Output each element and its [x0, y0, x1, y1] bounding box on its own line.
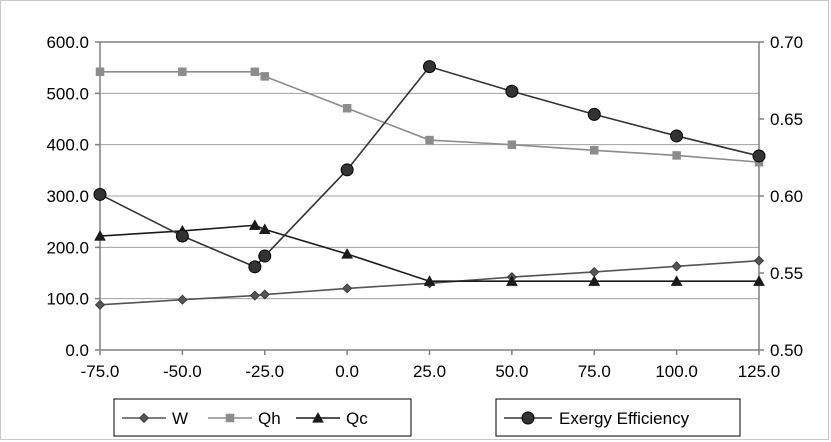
- x-tick-label: 75.0: [578, 362, 611, 381]
- legend-label: W: [172, 409, 188, 428]
- x-tick-label: 100.0: [655, 362, 698, 381]
- legend-marker: [225, 413, 235, 423]
- data-point-marker: [342, 103, 352, 113]
- data-point-marker: [752, 149, 766, 163]
- data-point-marker: [672, 151, 681, 160]
- data-point-marker: [342, 283, 353, 294]
- axis-ticks: 0.0 100.0 200.0 300.0 400.0 500.0 600.0 0.50 0.5…: [46, 33, 803, 381]
- data-point-marker: [423, 60, 436, 74]
- data-point-marker: [94, 299, 106, 310]
- data-point-marker: [753, 275, 765, 286]
- legend-label: Qh: [258, 409, 281, 428]
- data-point-marker: [94, 230, 106, 241]
- y-tick-label: 300.0: [46, 187, 89, 206]
- data-point-marker: [670, 275, 683, 286]
- legend-marker: [521, 411, 535, 425]
- x-tick-label: 125.0: [738, 362, 781, 381]
- data-point-marker: [95, 67, 105, 77]
- y-tick-label: 400.0: [46, 136, 89, 155]
- data-point-marker: [249, 290, 260, 301]
- legend-marker: [138, 412, 150, 424]
- y-tick-label: 0.0: [65, 341, 89, 360]
- series-line: [99, 224, 759, 283]
- legend-right: Exergy Efficiency: [495, 398, 741, 437]
- y2-tick-label: 0.60: [770, 187, 803, 206]
- data-point-marker: [250, 67, 260, 77]
- data-point-marker: [258, 223, 271, 235]
- x-tick-label: 0.0: [335, 362, 359, 381]
- data-point-marker: [177, 294, 188, 305]
- x-tick-label: -75.0: [81, 362, 120, 381]
- x-tick-label: -25.0: [245, 362, 284, 381]
- data-point-marker: [587, 107, 601, 121]
- legend-label: Exergy Efficiency: [559, 409, 690, 428]
- x-tick-label: -50.0: [163, 362, 202, 381]
- data-point-marker: [248, 260, 262, 274]
- data-point-marker: [260, 72, 269, 81]
- data-point-marker: [505, 84, 519, 98]
- y2-tick-label: 0.70: [770, 33, 803, 52]
- data-point-marker: [340, 163, 354, 177]
- data-point-marker: [178, 67, 187, 77]
- y-tick-label: 600.0: [46, 33, 89, 52]
- data-point-marker: [507, 140, 517, 149]
- data-point-marker: [589, 266, 600, 278]
- data-point-marker: [425, 135, 434, 145]
- data-point-marker: [671, 261, 682, 272]
- data-point-marker: [753, 255, 765, 266]
- legend-marker: [312, 411, 324, 423]
- x-tick-label: 50.0: [495, 362, 528, 381]
- data-point-marker: [423, 275, 436, 286]
- legend-left: W Qh Qc: [113, 398, 412, 437]
- y2-tick-label: 0.55: [770, 264, 803, 283]
- data-point-marker: [505, 275, 518, 286]
- x-tick-label: 25.0: [413, 362, 446, 381]
- y2-tick-label: 0.50: [770, 341, 803, 360]
- y-tick-label: 500.0: [46, 84, 89, 103]
- data-point-marker: [590, 146, 599, 155]
- data-point-marker: [248, 219, 261, 230]
- series-line: [99, 259, 760, 306]
- y-tick-label: 200.0: [46, 238, 89, 257]
- data-point-marker: [588, 275, 601, 286]
- series-line: [99, 65, 760, 268]
- data-point-marker: [93, 187, 107, 201]
- data-point-marker: [258, 249, 272, 263]
- y-tick-label: 100.0: [46, 290, 89, 309]
- data-point-marker: [175, 229, 189, 243]
- y2-tick-label: 0.65: [770, 110, 803, 129]
- data-point-marker: [341, 247, 354, 259]
- series-layer: [93, 60, 766, 310]
- data-point-marker: [670, 129, 684, 143]
- legend-label: Qc: [346, 409, 368, 428]
- series-qh: [95, 67, 764, 167]
- series-qc: [94, 219, 765, 286]
- data-point-marker: [259, 289, 270, 300]
- series-line: [100, 70, 760, 163]
- series-exergy-efficiency: [93, 60, 766, 274]
